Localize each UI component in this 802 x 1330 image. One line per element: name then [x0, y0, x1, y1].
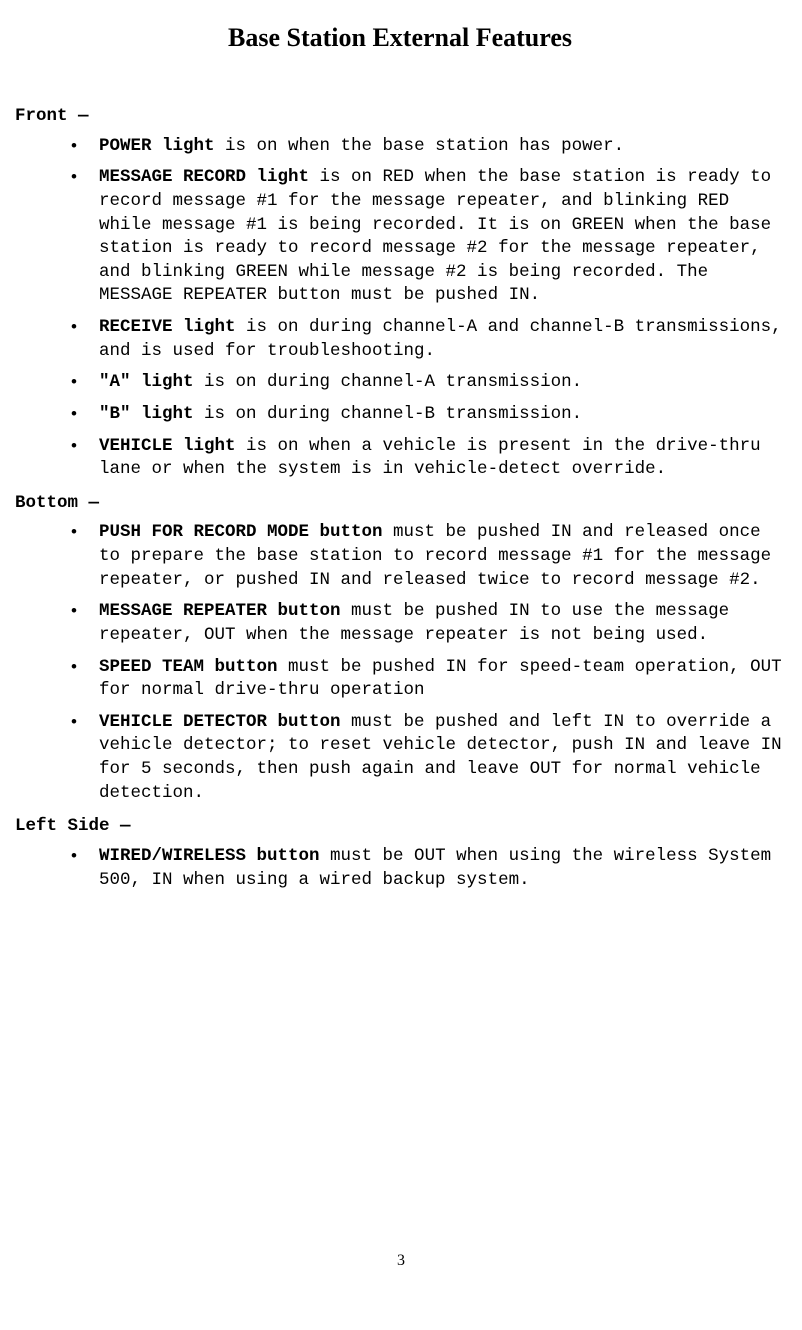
- bullet-icon: •: [71, 403, 77, 426]
- bullet-icon: •: [71, 166, 77, 189]
- bullet-icon: •: [71, 316, 77, 339]
- list-item: •VEHICLE light is on when a vehicle is p…: [71, 435, 787, 482]
- page-title: Base Station External Features: [150, 20, 650, 55]
- bullet-icon: •: [71, 135, 77, 158]
- bullet-icon: •: [71, 371, 77, 394]
- list-item: •PUSH FOR RECORD MODE button must be pus…: [71, 521, 787, 592]
- list-item: •RECEIVE light is on during channel-A an…: [71, 316, 787, 363]
- item-desc: is on RED when the base station is ready…: [99, 167, 771, 305]
- leftside-list: •WIRED/WIRELESS button must be OUT when …: [15, 845, 787, 892]
- section-header-bottom: Bottom —: [15, 492, 787, 516]
- page-number: 3: [15, 1250, 787, 1272]
- document-page: Base Station External Features Front — •…: [15, 20, 787, 1290]
- bullet-icon: •: [71, 845, 77, 868]
- list-item: •MESSAGE REPEATER button must be pushed …: [71, 600, 787, 647]
- item-term: "A" light: [99, 372, 194, 392]
- item-term: POWER light: [99, 136, 215, 156]
- item-desc: is on during channel-B transmission.: [194, 404, 583, 424]
- list-item: •WIRED/WIRELESS button must be OUT when …: [71, 845, 787, 892]
- list-item: • MESSAGE RECORD light is on RED when the…: [71, 166, 787, 308]
- item-term: MESSAGE REPEATER button: [99, 601, 341, 621]
- bottom-list: •PUSH FOR RECORD MODE button must be pus…: [15, 521, 787, 805]
- bullet-icon: •: [71, 656, 77, 679]
- item-term: MESSAGE RECORD light: [99, 167, 309, 187]
- list-item: •VEHICLE DETECTOR button must be pushed …: [71, 711, 787, 806]
- section-header-front: Front —: [15, 105, 787, 129]
- front-list: • POWER light is on when the base station…: [15, 135, 787, 482]
- item-term: PUSH FOR RECORD MODE button: [99, 522, 383, 542]
- item-term: VEHICLE light: [99, 436, 236, 456]
- bullet-icon: •: [71, 711, 77, 734]
- item-term: SPEED TEAM button: [99, 657, 278, 677]
- list-item: •SPEED TEAM button must be pushed IN for…: [71, 656, 787, 703]
- item-term: RECEIVE light: [99, 317, 236, 337]
- section-header-leftside: Left Side —: [15, 815, 787, 839]
- bullet-icon: •: [71, 435, 77, 458]
- bullet-icon: •: [71, 600, 77, 623]
- bullet-icon: •: [71, 521, 77, 544]
- item-term: WIRED/WIRELESS button: [99, 846, 320, 866]
- list-item: • "B" light is on during channel-B transm…: [71, 403, 787, 427]
- item-desc: is on when the base station has power.: [215, 136, 625, 156]
- item-term: "B" light: [99, 404, 194, 424]
- list-item: • "A" light is on during channel-A transm…: [71, 371, 787, 395]
- item-term: VEHICLE DETECTOR button: [99, 712, 341, 732]
- item-desc: is on during channel-A transmission.: [194, 372, 583, 392]
- list-item: • POWER light is on when the base station…: [71, 135, 787, 159]
